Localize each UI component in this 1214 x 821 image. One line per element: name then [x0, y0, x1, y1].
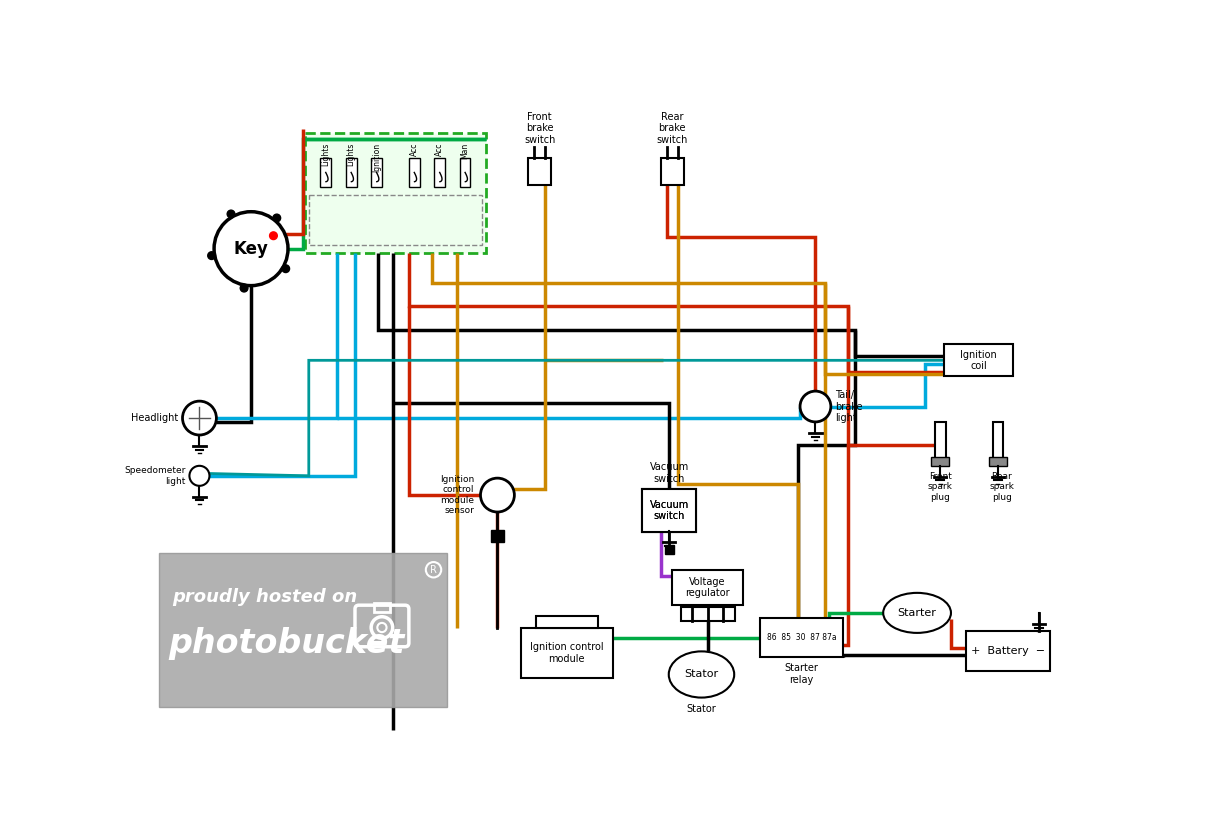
- FancyBboxPatch shape: [159, 553, 448, 707]
- Text: Vacuum
switch: Vacuum switch: [649, 462, 688, 484]
- Text: 86  85  30  87 87a: 86 85 30 87 87a: [767, 633, 836, 642]
- FancyBboxPatch shape: [760, 618, 844, 657]
- Text: Rear
brake
switch: Rear brake switch: [657, 112, 688, 144]
- Text: Rear
spark
plug: Rear spark plug: [989, 472, 1014, 502]
- FancyBboxPatch shape: [346, 158, 357, 187]
- Circle shape: [208, 252, 215, 259]
- Text: Lights: Lights: [322, 142, 330, 166]
- Text: Key: Key: [233, 240, 268, 258]
- FancyBboxPatch shape: [935, 422, 946, 464]
- Ellipse shape: [884, 593, 951, 633]
- FancyBboxPatch shape: [521, 628, 613, 678]
- FancyBboxPatch shape: [993, 422, 1003, 464]
- FancyBboxPatch shape: [535, 617, 597, 628]
- Text: Ignition
coil: Ignition coil: [960, 350, 997, 371]
- FancyBboxPatch shape: [371, 158, 382, 187]
- Text: Stator: Stator: [687, 704, 716, 713]
- Circle shape: [227, 210, 234, 218]
- Text: Ignition control
module: Ignition control module: [531, 642, 603, 663]
- FancyBboxPatch shape: [988, 456, 1008, 466]
- FancyBboxPatch shape: [642, 489, 696, 532]
- FancyBboxPatch shape: [305, 133, 486, 253]
- Text: Voltage
regulator: Voltage regulator: [686, 576, 730, 599]
- Text: Vacuum
switch: Vacuum switch: [649, 500, 688, 521]
- FancyBboxPatch shape: [460, 158, 471, 187]
- FancyBboxPatch shape: [320, 158, 331, 187]
- FancyBboxPatch shape: [681, 608, 734, 621]
- FancyBboxPatch shape: [435, 158, 446, 187]
- Text: Man: Man: [460, 142, 470, 158]
- Circle shape: [270, 232, 277, 240]
- FancyBboxPatch shape: [673, 570, 743, 605]
- Text: Starter
relay: Starter relay: [784, 663, 818, 685]
- Text: Acc: Acc: [410, 142, 419, 156]
- Text: Ignition
control
module
sensor: Ignition control module sensor: [441, 475, 475, 515]
- Text: +  Battery  −: + Battery −: [971, 646, 1045, 656]
- Text: Starter: Starter: [897, 608, 936, 618]
- Text: Speedometer
light: Speedometer light: [124, 466, 186, 485]
- Text: Ignition: Ignition: [371, 142, 381, 172]
- Text: R: R: [430, 565, 437, 575]
- Text: Vacuum
switch: Vacuum switch: [649, 500, 688, 521]
- FancyBboxPatch shape: [664, 545, 674, 554]
- Circle shape: [282, 265, 290, 273]
- FancyBboxPatch shape: [966, 631, 1050, 672]
- Text: Acc: Acc: [435, 142, 444, 156]
- FancyBboxPatch shape: [409, 158, 420, 187]
- FancyBboxPatch shape: [492, 530, 504, 542]
- Circle shape: [214, 212, 288, 286]
- Text: Tail/
brake
light: Tail/ brake light: [835, 390, 862, 423]
- Text: Stator: Stator: [685, 669, 719, 680]
- Circle shape: [182, 401, 216, 435]
- Text: photobucket: photobucket: [168, 627, 404, 660]
- Text: Front
brake
switch: Front brake switch: [524, 112, 556, 144]
- Circle shape: [800, 391, 830, 422]
- FancyBboxPatch shape: [931, 456, 949, 466]
- FancyBboxPatch shape: [642, 489, 696, 532]
- FancyBboxPatch shape: [660, 158, 683, 186]
- FancyBboxPatch shape: [944, 344, 1014, 377]
- Text: Lights: Lights: [347, 142, 356, 166]
- Circle shape: [240, 284, 248, 292]
- FancyBboxPatch shape: [528, 158, 551, 186]
- Circle shape: [481, 478, 515, 512]
- Circle shape: [189, 466, 210, 486]
- Ellipse shape: [669, 651, 734, 698]
- Text: Front
spark
plug: Front spark plug: [927, 472, 953, 502]
- Text: Headlight: Headlight: [131, 413, 178, 423]
- Text: proudly hosted on: proudly hosted on: [172, 589, 358, 607]
- Circle shape: [273, 214, 280, 222]
